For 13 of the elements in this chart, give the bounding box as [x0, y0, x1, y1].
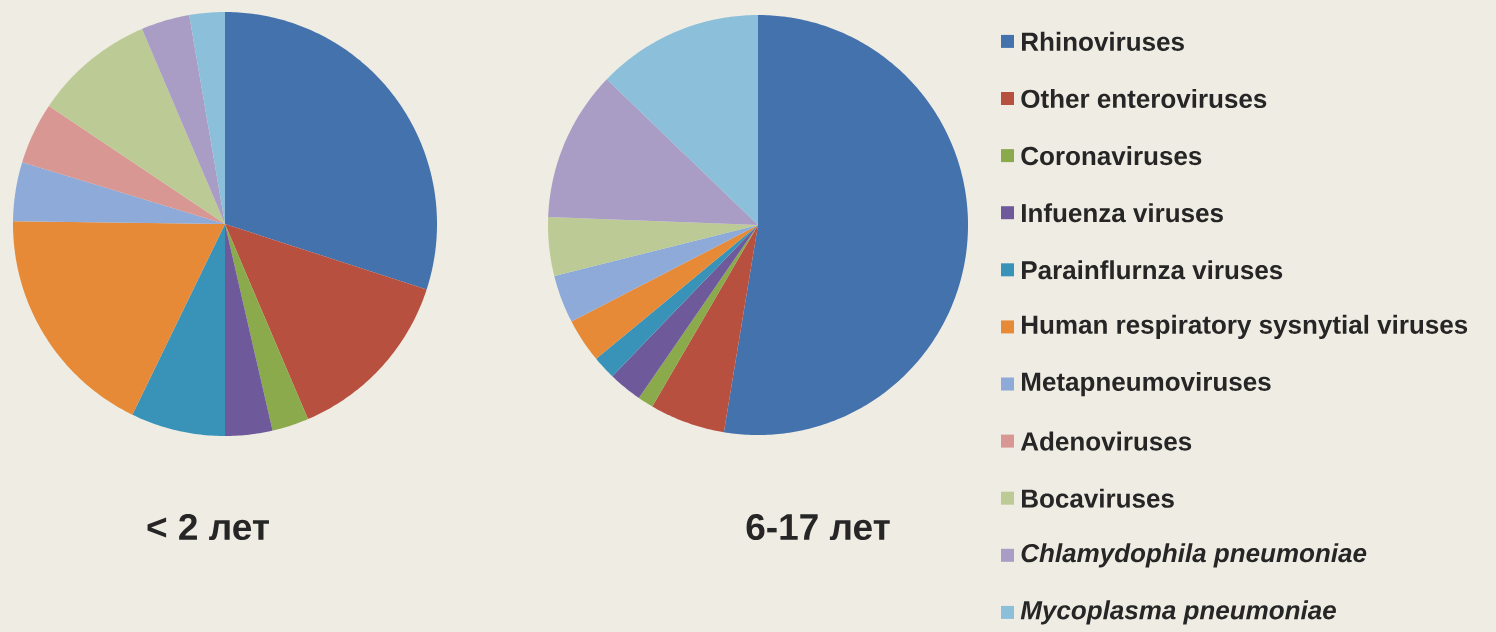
- legend-label: Infuenza viruses: [1022, 203, 1223, 223]
- legend-label: Bocaviruses: [1022, 488, 1174, 508]
- slice-label: 6-17 лет: [746, 513, 890, 541]
- legend-label: Adenoviruses: [1020, 431, 1192, 451]
- legend-label: Rhinoviruses: [1022, 31, 1184, 51]
- legend-label: Chlamydophila pneumoniae: [1021, 543, 1367, 568]
- slice-label: < 2 лет: [147, 513, 269, 541]
- legend-label: Other enteroviruses: [1021, 88, 1267, 109]
- legend-label: Human respiratory sysnytial viruses: [1022, 314, 1468, 340]
- legend-label: Coronaviruses: [1021, 146, 1202, 166]
- legend-label: Mycoplasma pneumoniae: [1020, 600, 1336, 625]
- legend-label: Metapneumoviruses: [1022, 371, 1271, 397]
- legend-label: Parainflurnza viruses: [1022, 260, 1283, 280]
